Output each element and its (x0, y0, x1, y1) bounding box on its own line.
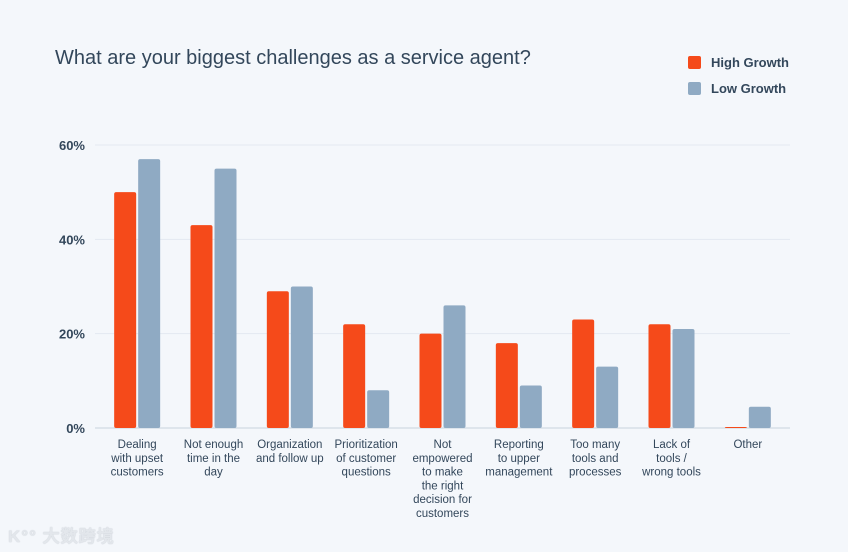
x-tick-label: Organization and follow up (256, 439, 324, 465)
legend-label: Low Growth (711, 81, 787, 96)
x-tick-label: Lack of tools / wrong tools (641, 439, 701, 479)
x-tick-label: Too many tools and processes (569, 439, 622, 479)
bar-low-growth (138, 159, 161, 428)
bar-low-growth (443, 305, 466, 428)
bar-high-growth (572, 319, 595, 428)
bar-low-growth (596, 366, 619, 428)
bar-high-growth (724, 427, 747, 428)
bar-low-growth (519, 385, 542, 428)
y-tick-label: 0% (66, 421, 85, 436)
bar-low-growth (748, 406, 771, 428)
bar-high-growth (190, 225, 213, 428)
x-tick-label: Not empowered to make the right decision for… (412, 439, 472, 520)
watermark-logo: K°° 大数跨境 (8, 527, 115, 546)
bar-high-growth (114, 192, 137, 428)
y-tick-label: 60% (59, 138, 85, 153)
x-tick-label: Other (733, 439, 762, 451)
legend-swatch (688, 56, 701, 69)
bar-low-growth (672, 328, 695, 428)
x-tick-label: Reporting to upper management (485, 439, 553, 479)
legend-swatch (688, 82, 701, 95)
chart-title: What are your biggest challenges as a se… (55, 47, 531, 69)
bar-high-growth (495, 343, 518, 428)
x-tick-label: Prioritization of customer questions (335, 439, 398, 479)
bar-high-growth (648, 324, 671, 428)
bar-low-growth (290, 286, 313, 428)
bar-high-growth (343, 324, 366, 428)
y-tick-label: 20% (59, 327, 85, 342)
legend-item-low-growth: Low Growth (688, 81, 786, 96)
x-tick-label: Dealing with upset customers (110, 439, 164, 479)
legend-label: High Growth (711, 55, 789, 70)
y-tick-label: 40% (59, 232, 85, 247)
bar-high-growth (419, 333, 442, 428)
bar-low-growth (367, 390, 390, 428)
legend-item-high-growth: High Growth (688, 55, 789, 70)
bar-high-growth (266, 291, 289, 428)
bar-low-growth (214, 168, 237, 429)
x-tick-label: Not enough time in the day (184, 439, 243, 479)
